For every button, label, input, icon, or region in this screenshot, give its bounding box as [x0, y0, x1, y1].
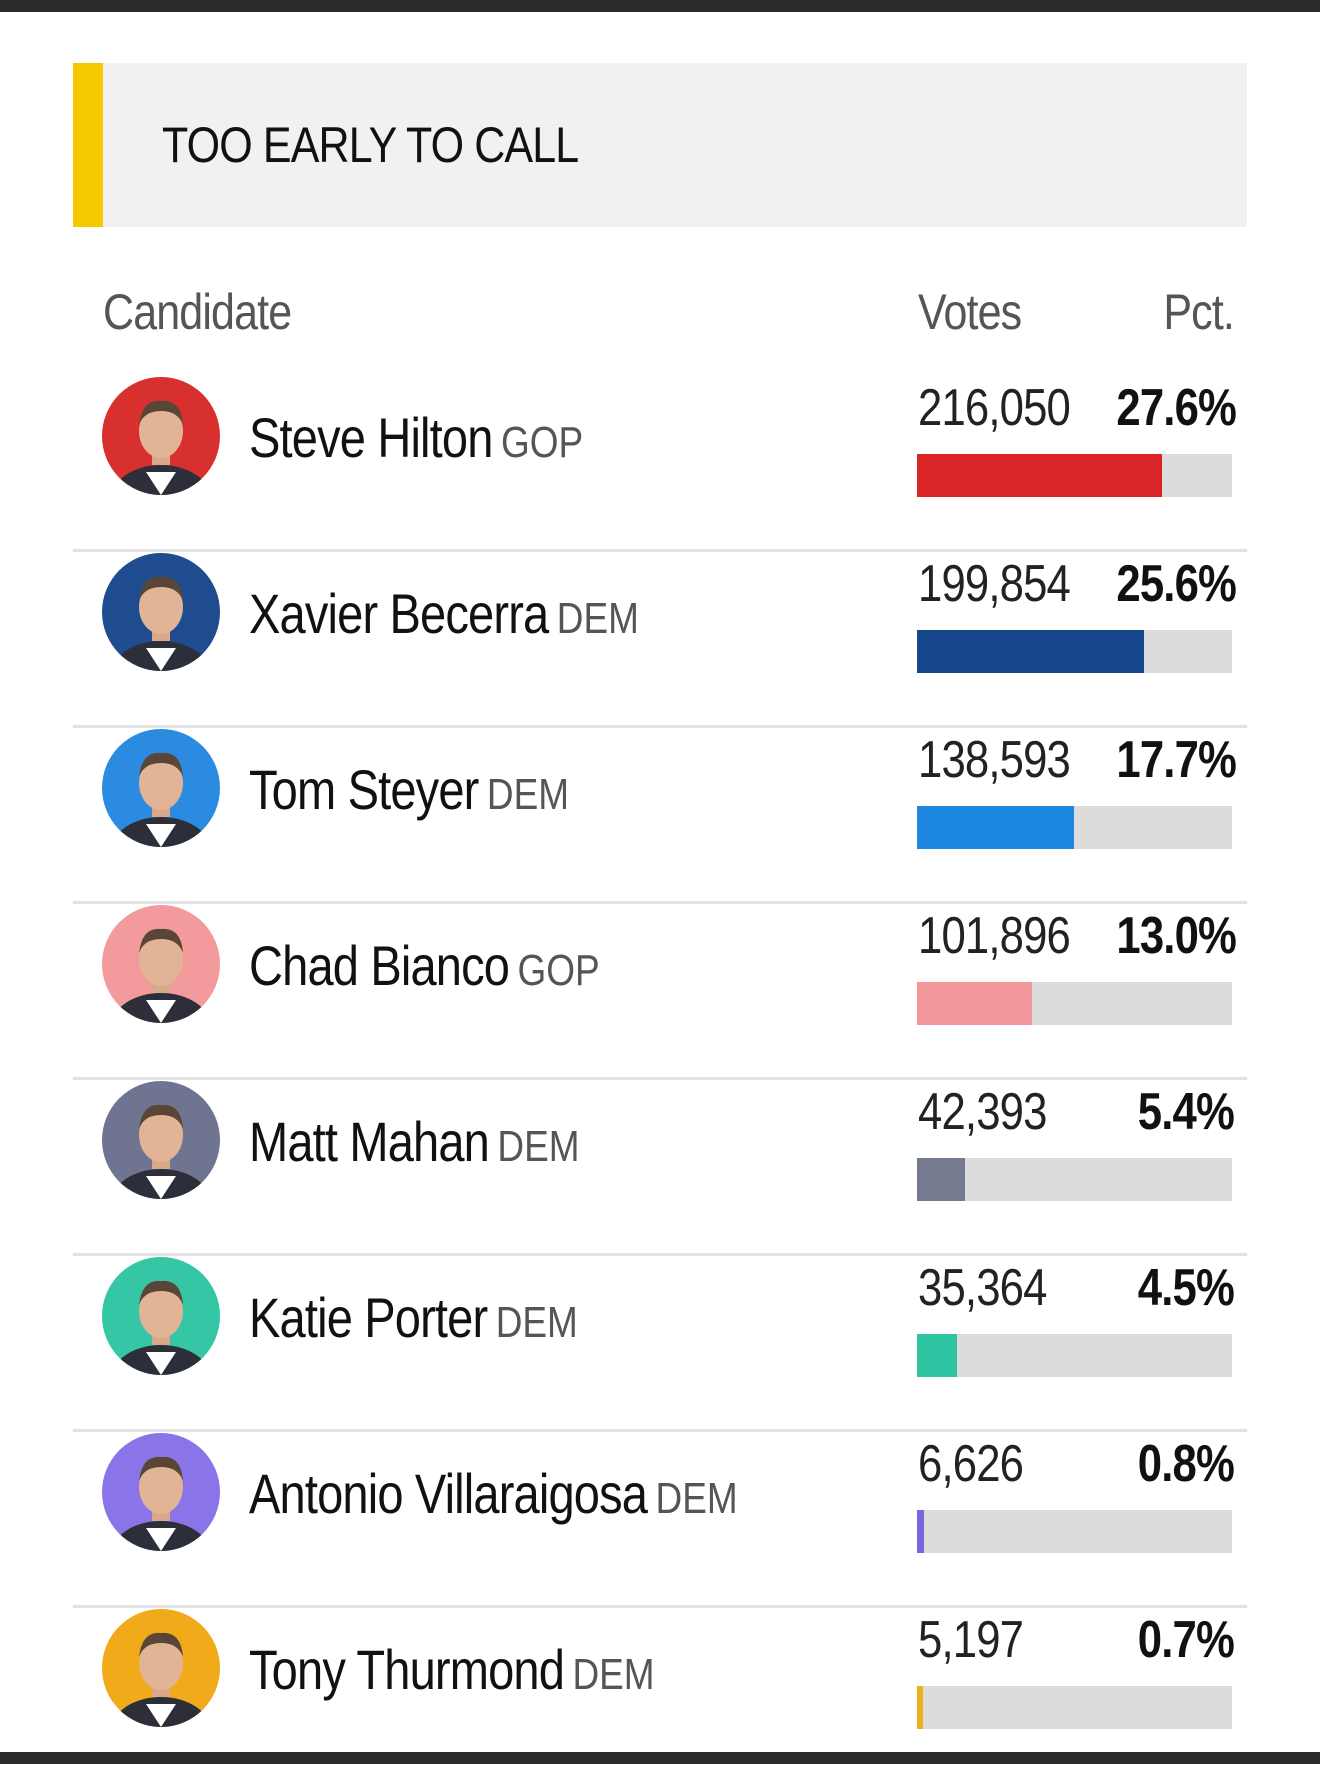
candidate-pct: 13.0%	[1116, 907, 1237, 965]
candidate-votes: 42,393	[918, 1083, 1047, 1141]
candidate-name: Tony Thurmond	[249, 1638, 565, 1701]
candidate-party: GOP	[517, 946, 600, 995]
vote-share-bar-fill	[917, 630, 1144, 673]
candidate-row: Chad Bianco GOP 101,896 13.0%	[0, 904, 1320, 1080]
candidate-party: DEM	[495, 1298, 578, 1347]
vote-share-bar-track	[917, 454, 1232, 497]
row-divider	[73, 901, 1247, 904]
race-status-banner: TOO EARLY TO CALL	[73, 63, 1247, 227]
candidate-name: Chad Bianco	[249, 934, 510, 997]
candidate-photo-icon	[102, 377, 220, 495]
vote-share-bar-track	[917, 1334, 1232, 1377]
column-header-candidate: Candidate	[103, 284, 292, 340]
vote-share-bar-fill	[917, 1686, 923, 1729]
column-header-votes: Votes	[918, 284, 1022, 340]
candidate-pct: 0.7%	[1137, 1611, 1235, 1669]
candidate-party: GOP	[500, 418, 584, 467]
candidate-pct: 5.4%	[1137, 1083, 1235, 1141]
candidate-party: DEM	[556, 594, 639, 643]
candidate-avatar	[102, 905, 220, 1023]
row-divider	[73, 1605, 1247, 1608]
column-header-pct: Pct.	[1163, 284, 1235, 340]
candidate-avatar	[102, 1433, 220, 1551]
candidate-avatar	[102, 1081, 220, 1199]
top-edge-bar	[0, 0, 1320, 12]
row-divider	[73, 549, 1247, 552]
candidate-name-line: Matt Mahan DEM	[249, 1110, 580, 1174]
candidate-row: Xavier Becerra DEM 199,854 25.6%	[0, 552, 1320, 728]
vote-share-bar-fill	[917, 982, 1032, 1025]
vote-share-bar-track	[917, 982, 1232, 1025]
candidate-votes: 216,050	[918, 379, 1071, 437]
candidate-avatar	[102, 1609, 220, 1727]
vote-share-bar-track	[917, 1686, 1232, 1729]
candidate-row: Matt Mahan DEM 42,393 5.4%	[0, 1080, 1320, 1256]
bottom-edge-bar	[0, 1752, 1320, 1764]
candidate-pct: 25.6%	[1116, 555, 1237, 613]
row-divider	[73, 1253, 1247, 1256]
candidate-votes: 5,197	[918, 1611, 1024, 1669]
candidate-row: Steve Hilton GOP 216,050 27.6%	[0, 376, 1320, 552]
candidate-name: Steve Hilton	[249, 406, 493, 469]
candidate-photo-icon	[102, 553, 220, 671]
vote-share-bar-fill	[917, 1158, 965, 1201]
candidate-votes: 6,626	[918, 1435, 1024, 1493]
vote-share-bar-track	[917, 630, 1232, 673]
candidate-photo-icon	[102, 1081, 220, 1199]
vote-share-bar-fill	[917, 1510, 924, 1553]
candidate-photo-icon	[102, 1257, 220, 1375]
candidate-pct: 27.6%	[1116, 379, 1237, 437]
candidate-party: DEM	[655, 1474, 738, 1523]
candidate-party: DEM	[497, 1122, 580, 1171]
candidate-pct: 4.5%	[1137, 1259, 1235, 1317]
candidate-photo-icon	[102, 1433, 220, 1551]
candidate-photo-icon	[102, 729, 220, 847]
candidate-name-line: Katie Porter DEM	[249, 1286, 578, 1350]
vote-share-bar-fill	[917, 806, 1074, 849]
candidate-avatar	[102, 729, 220, 847]
row-divider	[73, 1077, 1247, 1080]
vote-share-bar-track	[917, 806, 1232, 849]
candidate-name-line: Xavier Becerra DEM	[249, 582, 639, 646]
candidate-pct: 0.8%	[1137, 1435, 1235, 1493]
candidate-avatar	[102, 377, 220, 495]
candidate-votes: 199,854	[918, 555, 1071, 613]
candidate-row: Antonio Villaraigosa DEM 6,626 0.8%	[0, 1432, 1320, 1608]
row-divider	[73, 1429, 1247, 1432]
candidate-row: Katie Porter DEM 35,364 4.5%	[0, 1256, 1320, 1432]
candidate-row: Tony Thurmond DEM 5,197 0.7%	[0, 1608, 1320, 1784]
candidate-party: DEM	[486, 770, 570, 819]
candidate-name: Tom Steyer	[249, 758, 479, 821]
race-status-text: TOO EARLY TO CALL	[162, 117, 579, 173]
candidate-name-line: Antonio Villaraigosa DEM	[249, 1462, 738, 1526]
vote-share-bar-track	[917, 1510, 1232, 1553]
candidate-avatar	[102, 1257, 220, 1375]
candidate-row: Tom Steyer DEM 138,593 17.7%	[0, 728, 1320, 904]
candidate-votes: 101,896	[918, 907, 1071, 965]
status-accent-stripe	[73, 63, 103, 227]
candidate-votes: 35,364	[918, 1259, 1047, 1317]
candidate-photo-icon	[102, 1609, 220, 1727]
vote-share-bar-track	[917, 1158, 1232, 1201]
candidate-name: Katie Porter	[249, 1286, 488, 1349]
candidate-name: Matt Mahan	[249, 1110, 490, 1173]
candidate-name-line: Tom Steyer DEM	[249, 758, 569, 822]
candidate-name-line: Steve Hilton GOP	[249, 406, 583, 470]
candidate-avatar	[102, 553, 220, 671]
row-divider	[73, 725, 1247, 728]
candidate-name: Antonio Villaraigosa	[249, 1462, 648, 1525]
candidate-votes: 138,593	[918, 731, 1071, 789]
candidate-party: DEM	[572, 1650, 655, 1699]
candidate-photo-icon	[102, 905, 220, 1023]
candidate-name-line: Chad Bianco GOP	[249, 934, 600, 998]
candidate-name: Xavier Becerra	[249, 582, 549, 645]
candidate-name-line: Tony Thurmond DEM	[249, 1638, 655, 1702]
vote-share-bar-fill	[917, 1334, 957, 1377]
candidate-pct: 17.7%	[1116, 731, 1237, 789]
vote-share-bar-fill	[917, 454, 1162, 497]
